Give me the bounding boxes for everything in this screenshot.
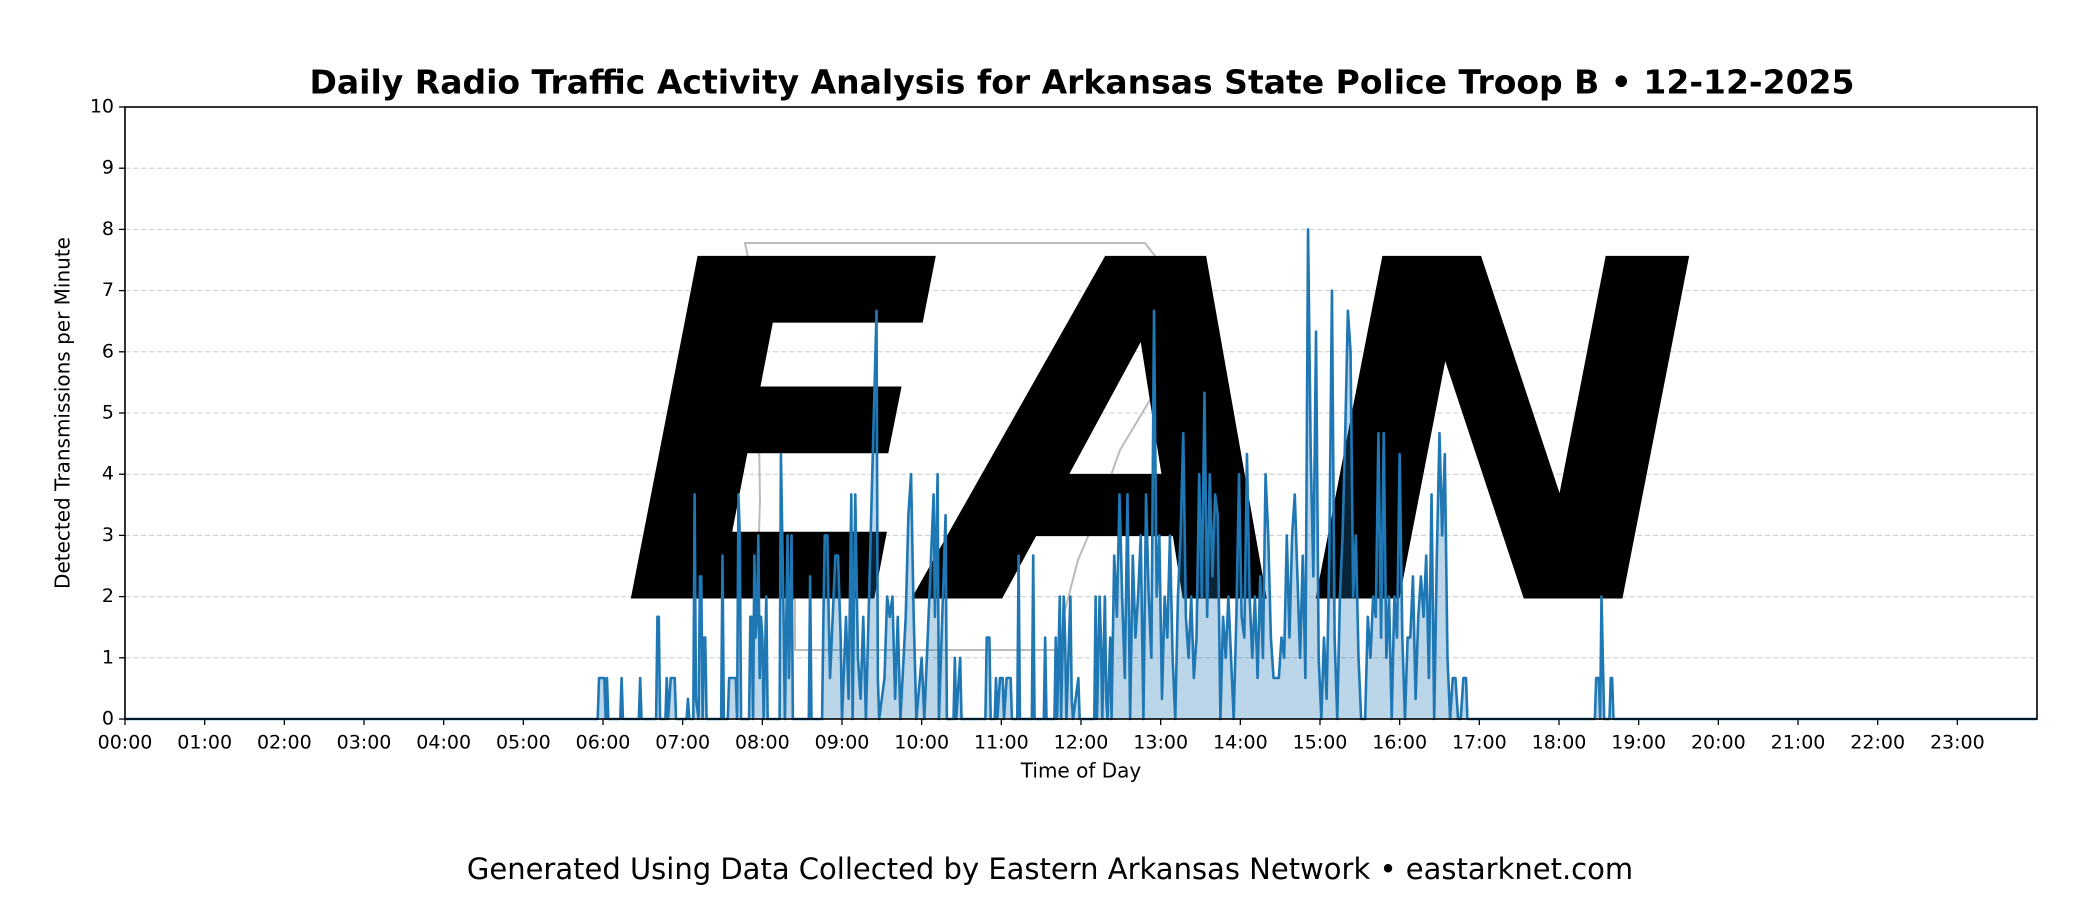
x-tick-label: 14:00 <box>1213 732 1268 754</box>
x-tick-label: 20:00 <box>1691 732 1746 754</box>
y-tick-label: 10 <box>90 96 114 118</box>
x-tick-label: 22:00 <box>1850 732 1905 754</box>
y-axis-label: Detected Transmissions per Minute <box>51 237 75 589</box>
x-tick-label: 03:00 <box>337 732 392 754</box>
y-tick-label: 4 <box>102 463 114 485</box>
x-tick-label: 04:00 <box>416 732 471 754</box>
x-tick-label: 06:00 <box>576 732 631 754</box>
y-tick-label: 3 <box>102 524 114 546</box>
x-tick-label: 23:00 <box>1930 732 1985 754</box>
x-tick-label: 01:00 <box>177 732 232 754</box>
y-tick-label: 8 <box>102 218 114 240</box>
y-tick-label: 7 <box>102 279 114 301</box>
x-tick-label: 09:00 <box>815 732 870 754</box>
x-tick-label: 05:00 <box>496 732 551 754</box>
x-tick-label: 10:00 <box>894 732 949 754</box>
x-axis-label: Time of Day <box>1020 759 1142 783</box>
y-tick-label: 1 <box>102 646 114 668</box>
x-tick-label: 07:00 <box>655 732 710 754</box>
chart-title: Daily Radio Traffic Activity Analysis fo… <box>310 63 1855 102</box>
x-tick-label: 19:00 <box>1611 732 1666 754</box>
footer: Generated Using Data Collected by Easter… <box>467 852 1633 886</box>
x-tick-label: 00:00 <box>98 732 153 754</box>
x-tick-label: 16:00 <box>1372 732 1427 754</box>
x-tick-label: 17:00 <box>1452 732 1507 754</box>
plot-frame <box>124 106 2038 720</box>
y-tick-label: 6 <box>102 340 114 362</box>
x-tick-label: 15:00 <box>1293 732 1348 754</box>
x-tick-label: 12:00 <box>1054 732 1109 754</box>
x-tick-label: 02:00 <box>257 732 312 754</box>
x-tick-label: 13:00 <box>1133 732 1188 754</box>
x-tick-label: 21:00 <box>1771 732 1826 754</box>
x-tick-label: 08:00 <box>735 732 790 754</box>
y-tick-label: 2 <box>102 585 114 607</box>
y-tick-label: 9 <box>102 157 114 179</box>
x-tick-label: 18:00 <box>1532 732 1587 754</box>
y-tick-label: 5 <box>102 402 114 424</box>
x-tick-label: 11:00 <box>974 732 1029 754</box>
y-tick-label: 0 <box>102 708 114 730</box>
